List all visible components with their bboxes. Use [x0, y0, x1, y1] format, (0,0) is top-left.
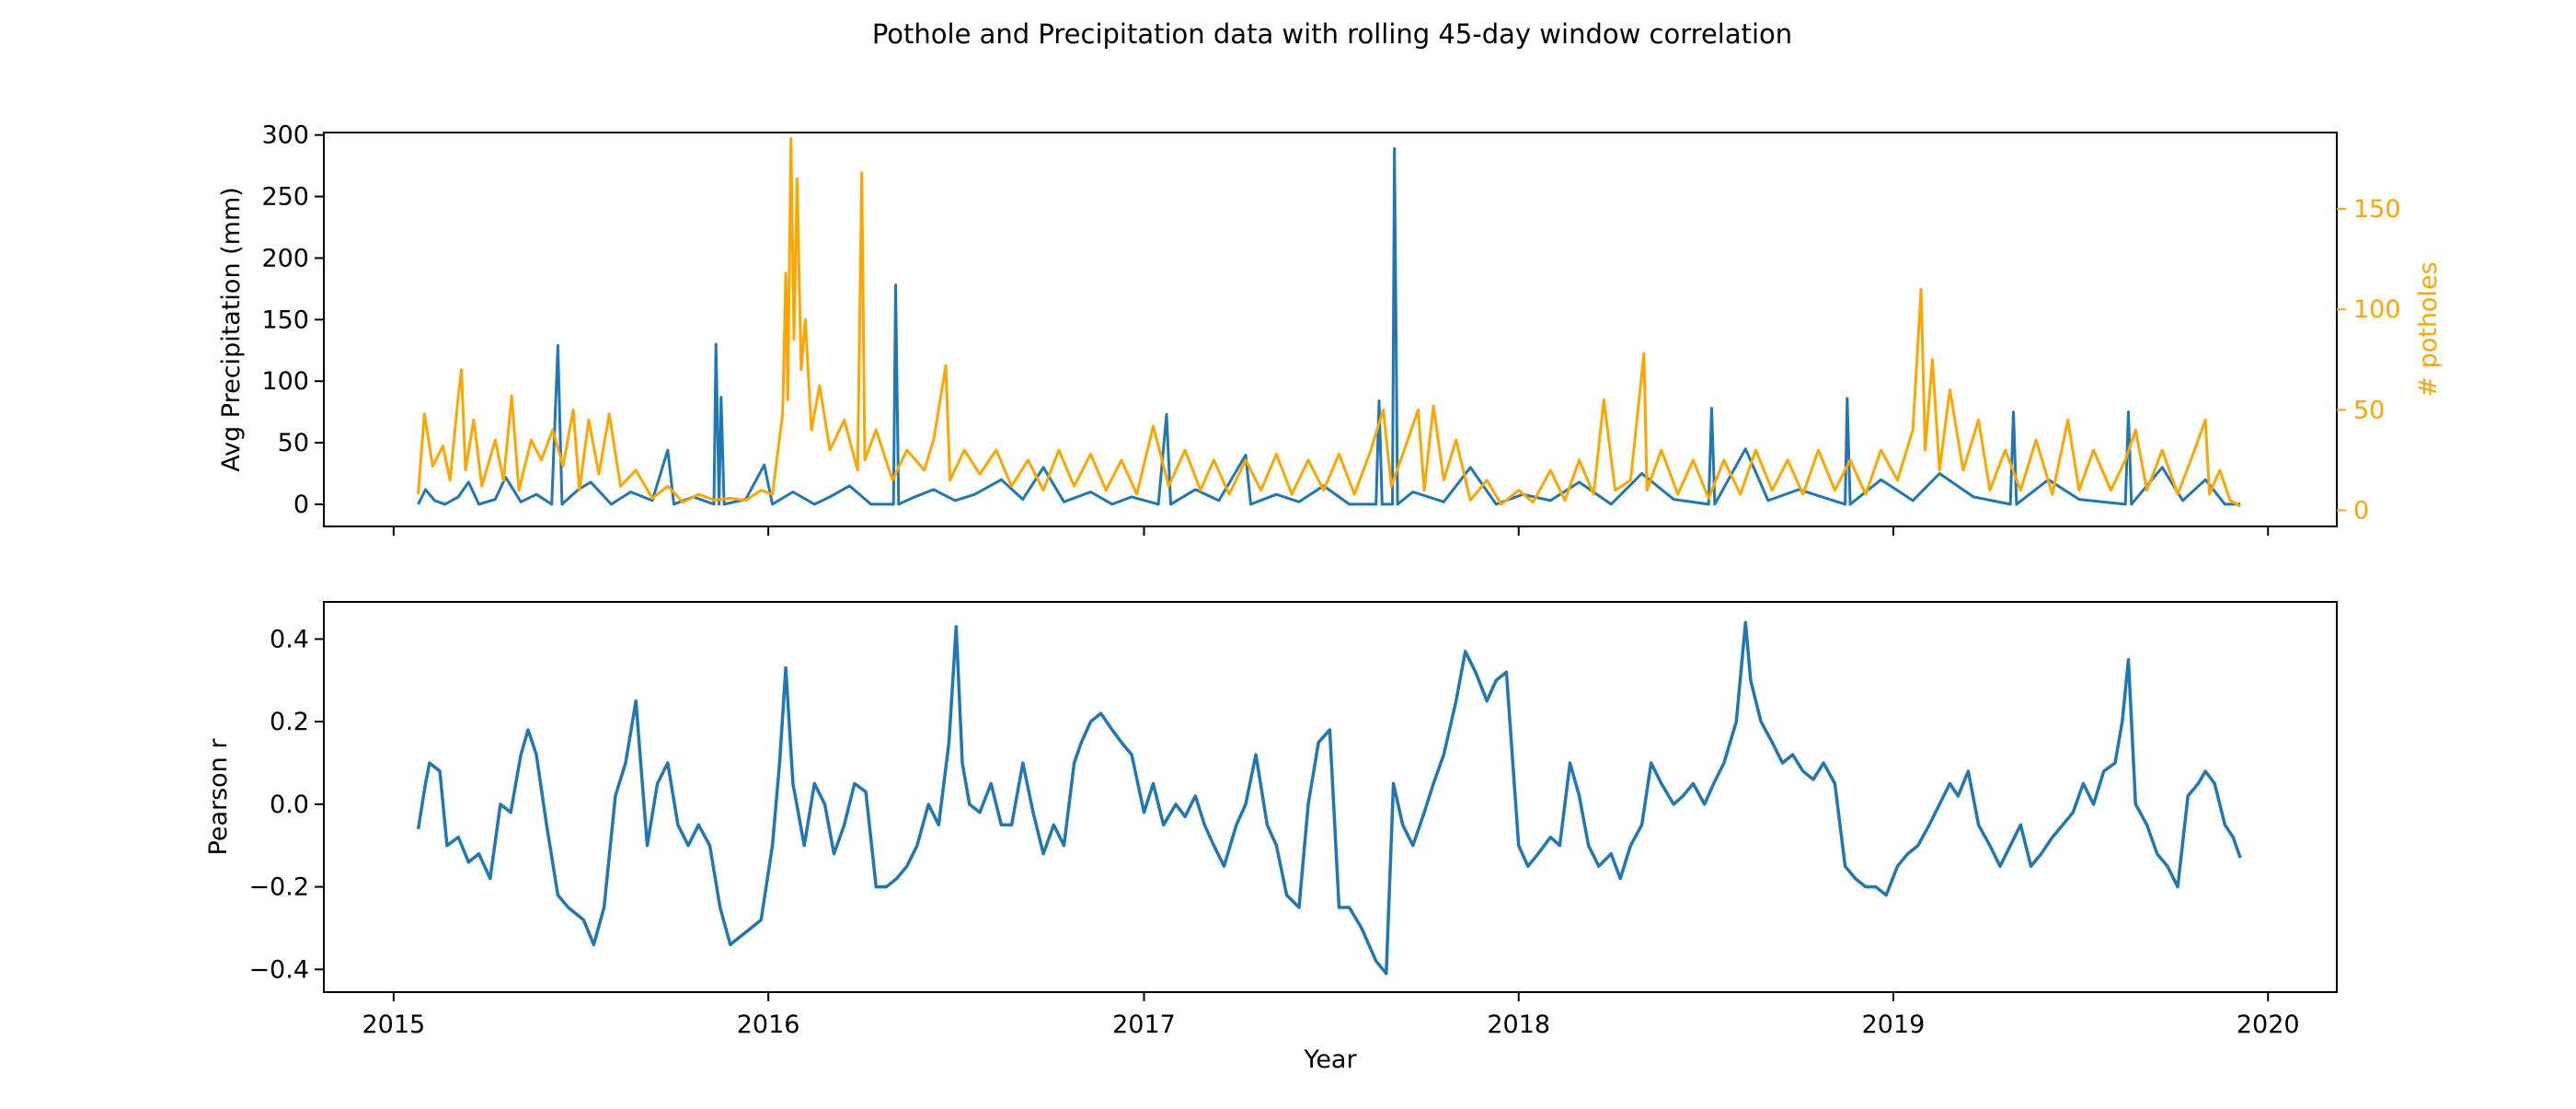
bottom-panel: −0.4 −0.2 0.0 0.2 0.4 2015 2016 2017 2018 2019 202… [204, 601, 2338, 1074]
y-right-tick-label: 100 [2353, 295, 2401, 324]
y-right-tick-label: 150 [2353, 195, 2401, 224]
bottom-plot-frame [323, 601, 2338, 993]
chart-title: Pothole and Precipitation data with roll… [872, 18, 1792, 50]
y-tick-label: 0.2 [270, 708, 309, 736]
x-tick-label: 2015 [362, 1011, 426, 1039]
x-tick-label: 2019 [1862, 1011, 1926, 1039]
y-left-tick-label: 50 [278, 429, 309, 457]
y-left-tick-label: 300 [261, 121, 309, 150]
y-left-tick-label: 200 [261, 244, 309, 272]
x-axis-label: Year [1303, 1045, 1357, 1074]
y-left-tick-label: 0 [293, 491, 309, 519]
x-tick-label: 2018 [1487, 1011, 1550, 1039]
y-left-tick-label: 250 [261, 183, 309, 212]
pearson-line [416, 620, 2242, 976]
y-left-tick-label: 150 [261, 306, 309, 334]
y-left-tick-label: 100 [261, 367, 309, 396]
y-tick-label: −0.4 [248, 955, 309, 984]
y-tick-label: 0.0 [270, 791, 309, 819]
y-tick-label: 0.4 [270, 625, 309, 653]
top-plot-frame [323, 132, 2338, 527]
potholes-line [417, 137, 2241, 508]
x-tick-label: 2017 [1112, 1011, 1176, 1039]
y-tick-label: −0.2 [248, 873, 309, 902]
y-right-tick-label: 50 [2353, 396, 2385, 424]
y-right-tick-label: 0 [2353, 497, 2369, 526]
top-panel: 0 50 100 150 200 250 300 0 50 100 150 Avg Precipita… [217, 121, 2443, 536]
precipitation-line [417, 146, 2241, 506]
x-tick-label: 2016 [737, 1011, 800, 1039]
y-axis-label: Pearson r [204, 738, 233, 856]
y-left-axis-label: Avg Precipitation (mm) [217, 187, 246, 472]
x-tick-label: 2020 [2237, 1011, 2300, 1039]
y-right-axis-label: # potholes [2414, 261, 2443, 397]
